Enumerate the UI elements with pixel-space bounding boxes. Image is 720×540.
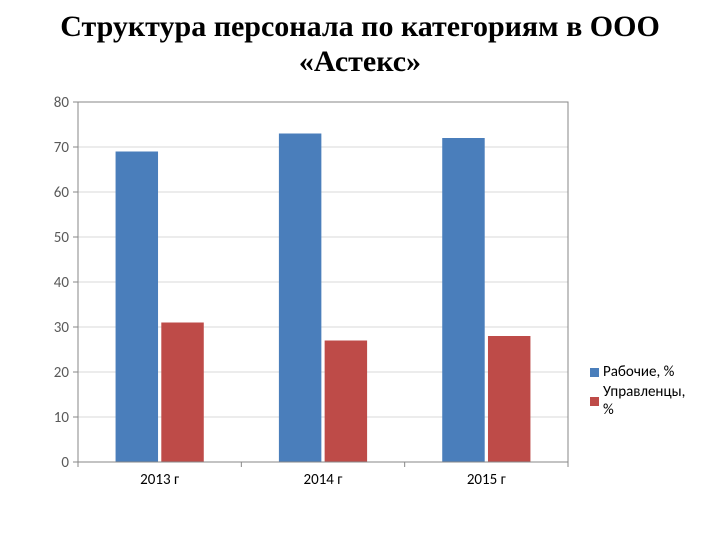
- svg-text:10: 10: [54, 409, 70, 427]
- svg-text:80: 80: [54, 96, 70, 112]
- svg-text:50: 50: [54, 229, 70, 247]
- legend: Рабочие, % Управленцы, %: [590, 361, 690, 421]
- svg-text:2014 г: 2014 г: [304, 471, 344, 489]
- svg-text:2013 г: 2013 г: [140, 471, 180, 489]
- chart-title: Структура персонала по категориям в ООО …: [0, 0, 720, 85]
- svg-text:0: 0: [61, 454, 69, 472]
- svg-text:40: 40: [54, 274, 70, 292]
- svg-text:60: 60: [54, 184, 70, 202]
- legend-item: Управленцы, %: [590, 383, 690, 419]
- legend-swatch-icon: [590, 397, 599, 406]
- bar-chart: 0 10 20 30 40 50 60 70 80 2013 г 2014 г 2015 г: [30, 96, 690, 506]
- svg-text:70: 70: [54, 139, 70, 157]
- legend-swatch-icon: [590, 368, 599, 377]
- svg-text:30: 30: [54, 319, 70, 337]
- legend-label: Рабочие, %: [603, 363, 674, 381]
- chart-area: 0 10 20 30 40 50 60 70 80 2013 г 2014 г 2015 г Рабо…: [30, 96, 690, 506]
- svg-text:2015 г: 2015 г: [467, 471, 507, 489]
- slide: Структура персонала по категориям в ООО …: [0, 0, 720, 540]
- svg-text:20: 20: [54, 364, 70, 382]
- legend-label: Управленцы, %: [603, 383, 690, 419]
- legend-item: Рабочие, %: [590, 363, 690, 381]
